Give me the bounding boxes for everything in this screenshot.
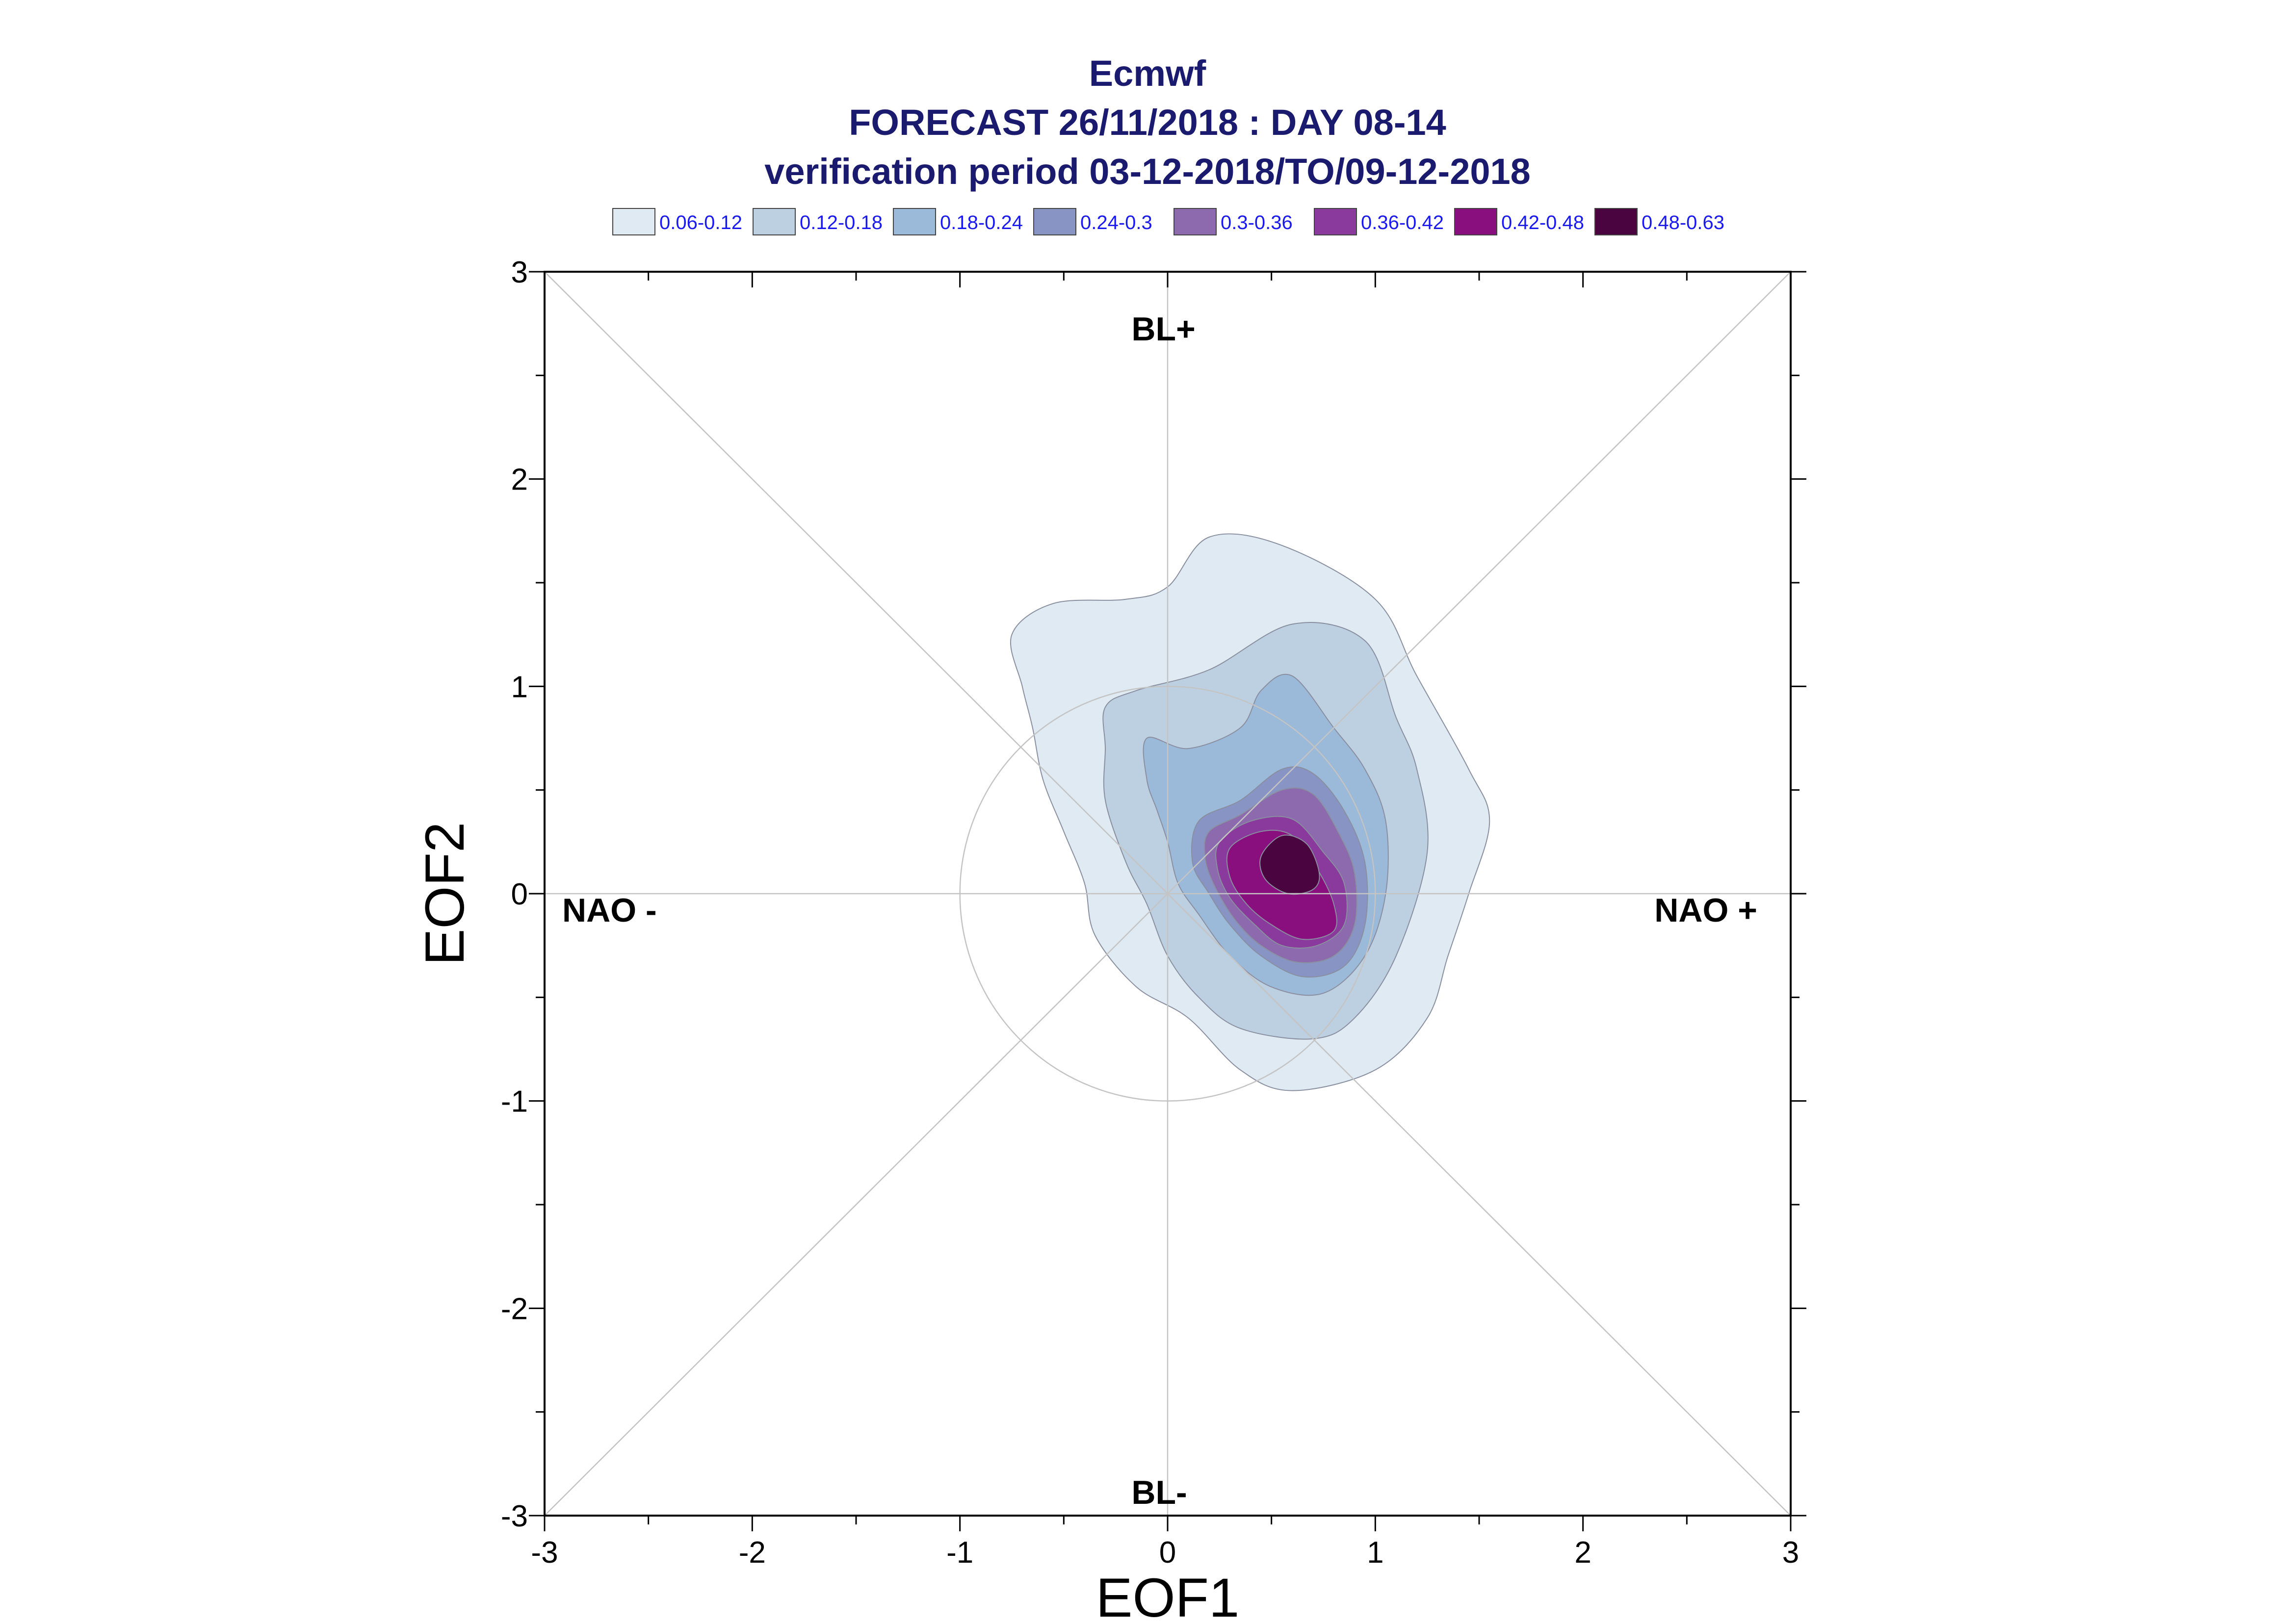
x-tick-label: 0 — [1159, 1536, 1176, 1570]
y-tick-label: 3 — [511, 256, 528, 289]
legend-swatch — [612, 208, 655, 235]
regime-labels: BL+ BL- NAO - NAO + — [562, 310, 1757, 1511]
x-tick-label: 3 — [1782, 1536, 1799, 1570]
legend-swatch — [1174, 208, 1217, 235]
legend-label: 0.42-0.48 — [1501, 212, 1585, 233]
contour-level-0.48-0.63 — [1259, 834, 1320, 895]
density-contours — [1010, 533, 1490, 1091]
chart-title: Ecmwf — [1089, 53, 1206, 94]
regime-label-bl-plus: BL+ — [1131, 310, 1195, 348]
legend-label: 0.12-0.18 — [800, 212, 883, 233]
x-axis-label: EOF1 — [1096, 1567, 1240, 1624]
x-tick-label: -1 — [946, 1536, 973, 1570]
y-tick-label: 2 — [511, 463, 528, 497]
y-tick-label: 1 — [511, 670, 528, 704]
legend-label: 0.36-0.42 — [1361, 212, 1444, 233]
legend-swatch — [1594, 208, 1638, 235]
diagonal-line-up — [544, 271, 1791, 1516]
chart-subtitle-verification: verification period 03-12-2018/TO/09-12-… — [764, 151, 1531, 192]
x-tick-label: 2 — [1574, 1536, 1591, 1570]
legend-label: 0.06-0.12 — [659, 212, 743, 233]
legend-label: 0.48-0.63 — [1642, 212, 1725, 233]
y-tick-label: -3 — [501, 1499, 528, 1533]
chart-title-block: Ecmwf FORECAST 26/11/2018 : DAY 08-14 ve… — [0, 49, 2295, 196]
legend-label: 0.24-0.3 — [1080, 212, 1152, 233]
legend-label: 0.3-0.36 — [1221, 212, 1293, 233]
legend-swatch — [1454, 208, 1497, 235]
x-tick-label: -2 — [739, 1536, 766, 1570]
regime-label-bl-minus: BL- — [1131, 1474, 1187, 1511]
x-tick-label: 1 — [1367, 1536, 1383, 1570]
guide-lines — [544, 271, 1791, 1516]
regime-label-nao-minus: NAO - — [562, 892, 657, 929]
reference-circle — [959, 686, 1376, 1102]
x-tick-label: -3 — [531, 1536, 558, 1570]
y-axis-label: EOF2 — [414, 822, 475, 966]
legend-swatch — [893, 208, 936, 235]
axes: -3 -2 -1 0 1 2 3 -3 -2 -1 0 1 2 3 EOF1 EOF2 — [414, 256, 1806, 1624]
regime-label-nao-plus: NAO + — [1654, 892, 1757, 929]
y-tick-label: -2 — [501, 1292, 528, 1326]
y-tick-label: 0 — [511, 877, 528, 911]
legend-swatch — [1033, 208, 1076, 235]
legend-swatch — [1314, 208, 1357, 235]
y-tick-label: -1 — [501, 1085, 528, 1119]
legend-swatch — [753, 208, 796, 235]
legend-label: 0.18-0.24 — [940, 212, 1023, 233]
chart-subtitle-forecast: FORECAST 26/11/2018 : DAY 08-14 — [849, 102, 1446, 143]
